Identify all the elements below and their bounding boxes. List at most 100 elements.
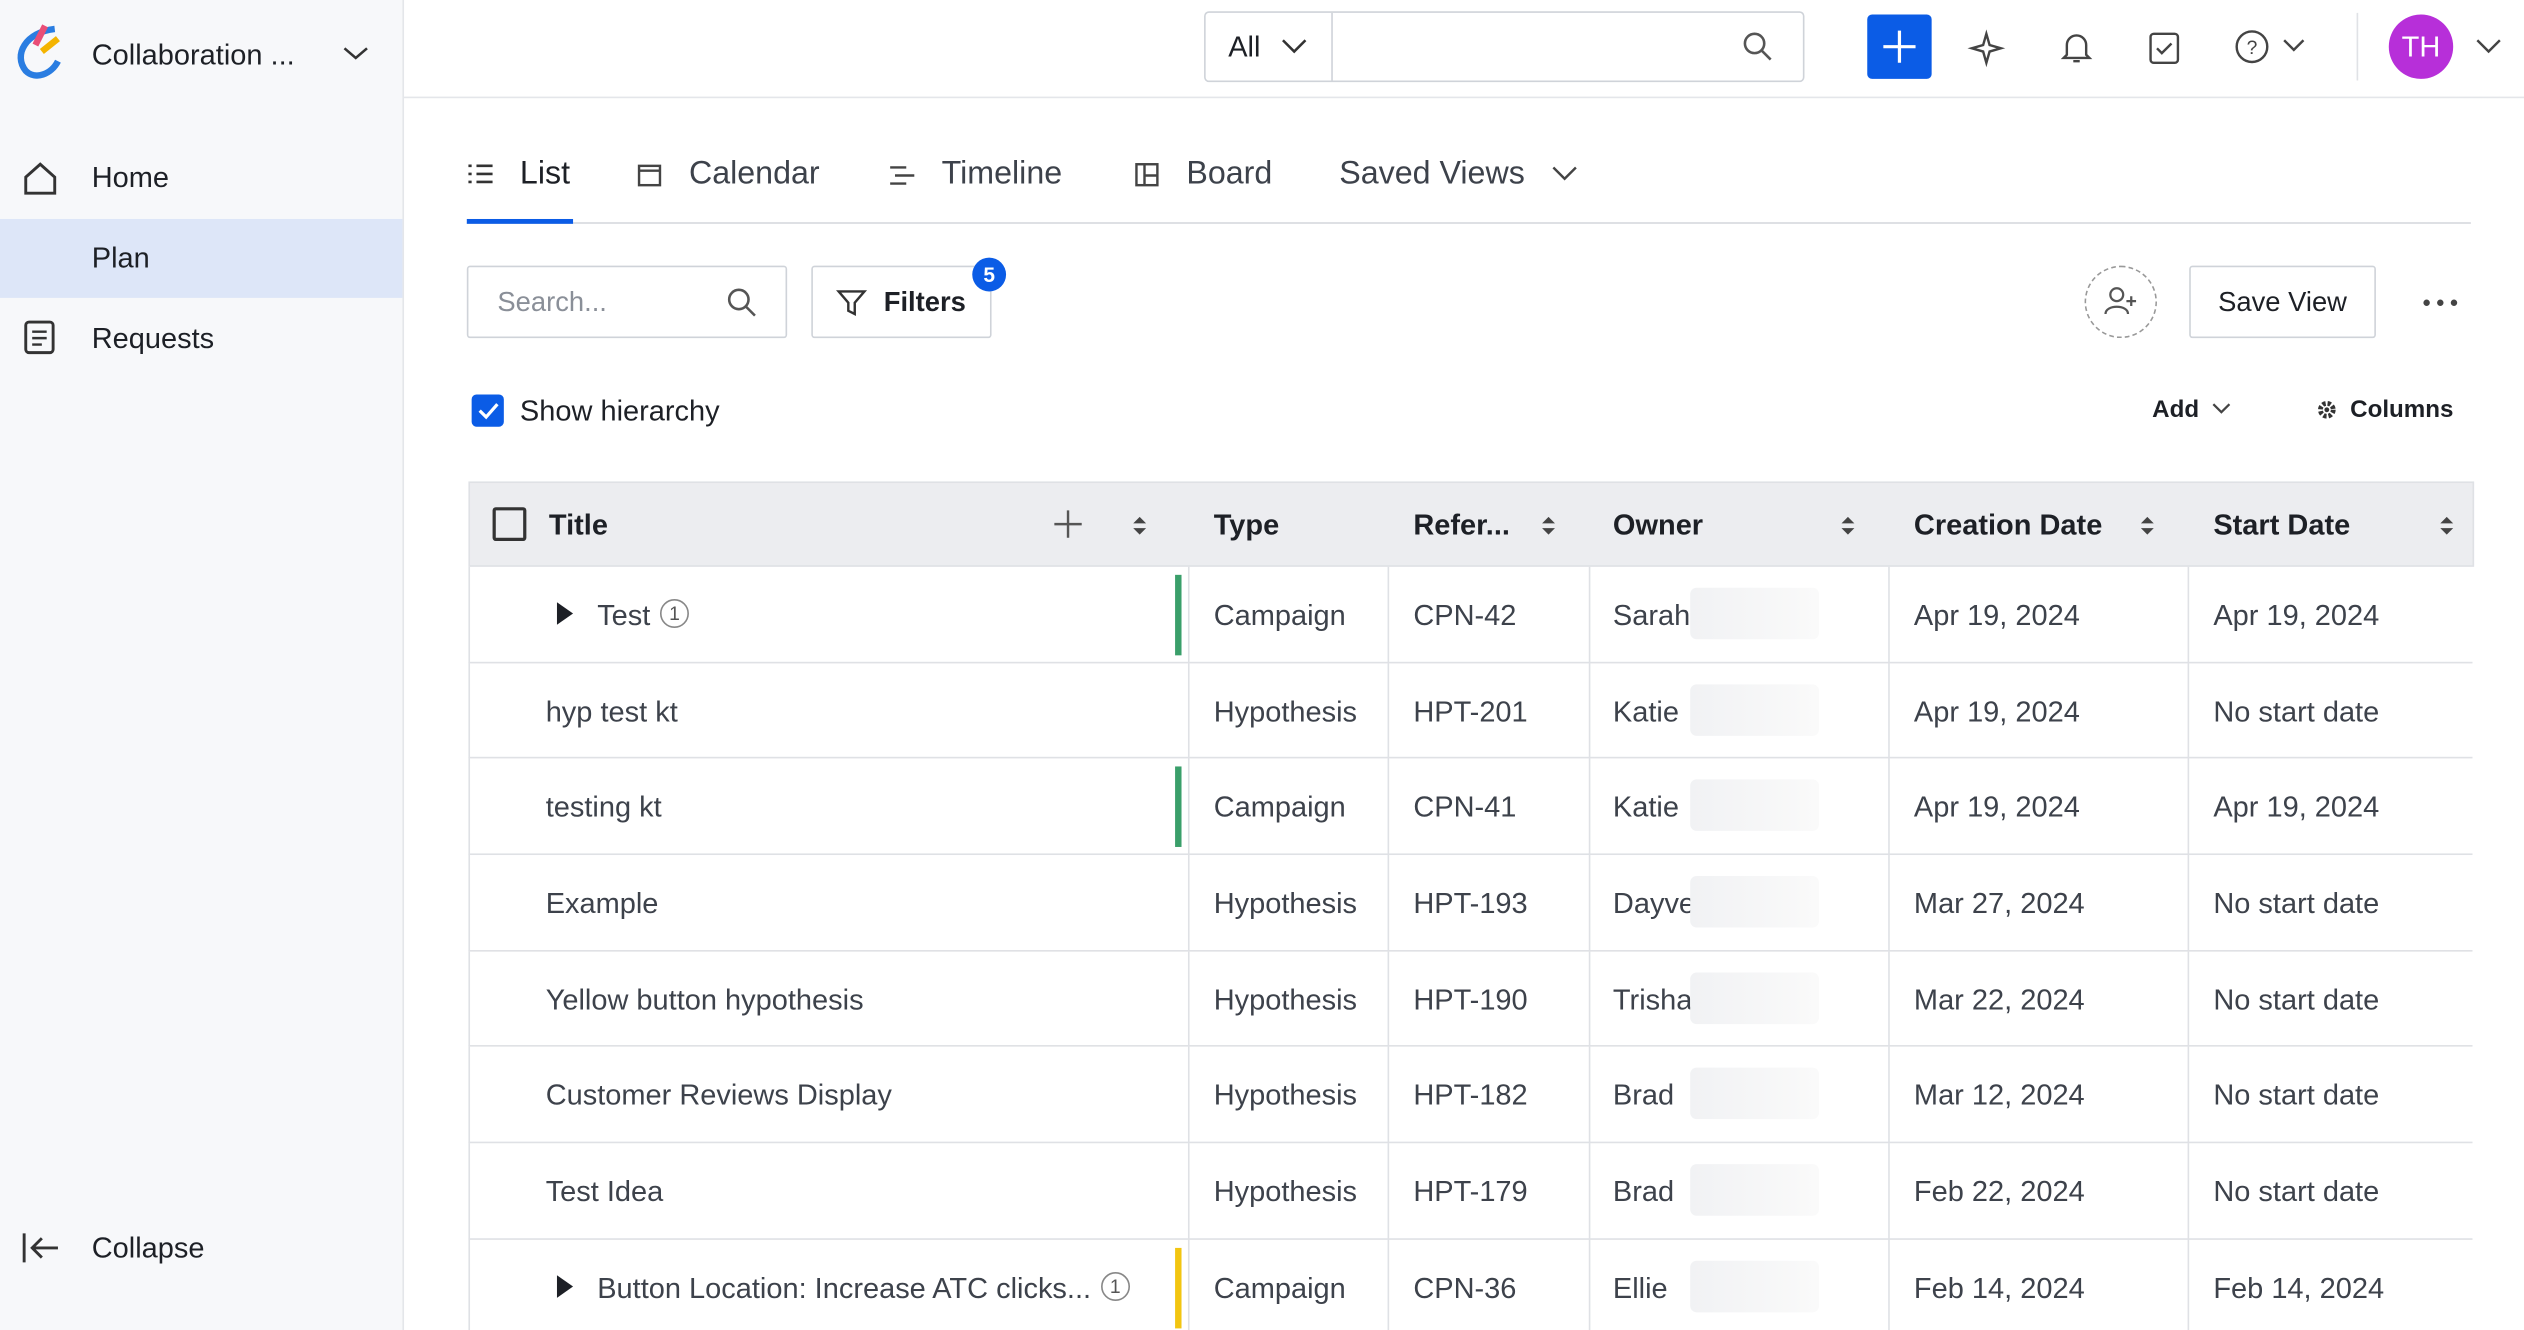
nav-item[interactable]: Home (91, 161, 170, 194)
cell-divider (1187, 663, 1190, 759)
help-icon[interactable]: ? (2234, 29, 2308, 64)
expand-caret[interactable] (556, 602, 574, 625)
nav-item[interactable]: Plan (91, 241, 150, 274)
header-checkbox[interactable] (492, 507, 527, 542)
cell-divider (1387, 1046, 1390, 1144)
cell-divider (2187, 1239, 2190, 1330)
columns-button[interactable]: Columns (2350, 396, 2454, 424)
table-row[interactable] (468, 1143, 2473, 1240)
hierarchy-checkbox[interactable] (471, 394, 504, 427)
row-title[interactable]: testing kt (545, 790, 662, 823)
more-icon[interactable] (2423, 298, 2458, 308)
cell-divider (1588, 1239, 1591, 1330)
sort-icon[interactable] (1133, 515, 1147, 536)
row-title[interactable]: Customer Reviews Display (545, 1078, 892, 1112)
add-chevron[interactable] (2212, 403, 2231, 416)
cell-divider (2187, 566, 2190, 664)
column-header[interactable]: Refer... (1413, 508, 1510, 542)
gear-icon (2317, 400, 2336, 419)
save-view-button[interactable] (2189, 265, 2376, 339)
row-title[interactable]: Example (545, 887, 659, 920)
expand-caret[interactable] (556, 1275, 574, 1298)
view-tab[interactable]: List (519, 156, 571, 192)
cell-owner: Sarah (1612, 598, 1691, 632)
tab-chevron[interactable] (1552, 166, 1578, 182)
cell-type: Hypothesis (1213, 1175, 1358, 1208)
avatar-initials: TH (2401, 30, 2441, 63)
view-tab[interactable]: Board (1186, 156, 1273, 192)
cell-type: Hypothesis (1213, 1078, 1358, 1112)
row-title[interactable]: Test (597, 598, 651, 632)
add-member-icon (2104, 287, 2137, 315)
nav-item[interactable]: Requests (91, 322, 215, 355)
column-header[interactable]: Creation Date (1913, 508, 2103, 542)
cell-divider (1387, 855, 1390, 952)
cell-owner: Brad (1612, 1078, 1675, 1112)
table-row[interactable] (468, 1046, 2473, 1144)
filter-count: 5 (983, 262, 995, 287)
cell-divider (1187, 855, 1190, 952)
row-title[interactable]: Yellow button hypothesis (545, 983, 864, 1017)
row-title[interactable]: Button Location: Increase ATC clicks... (597, 1272, 1092, 1305)
table-row[interactable] (468, 855, 2473, 952)
ai-icon[interactable] (1967, 29, 2007, 68)
owner-redaction (1690, 1067, 1819, 1120)
scope-select[interactable]: All (1228, 30, 1261, 63)
collapse-label[interactable]: Collapse (91, 1231, 205, 1265)
sort-icon[interactable] (2440, 515, 2454, 536)
table-row[interactable] (468, 1239, 2472, 1330)
cell-divider (1588, 566, 1591, 664)
column-header[interactable]: Title (548, 508, 608, 542)
global-search[interactable] (1204, 11, 1805, 83)
view-tab[interactable]: Saved Views (1339, 156, 1525, 192)
table-row[interactable] (468, 758, 2473, 856)
filters-button[interactable] (811, 265, 992, 339)
cell-divider (1187, 1239, 1190, 1330)
tab-icon (637, 164, 662, 187)
table-row[interactable] (468, 663, 2473, 759)
search-icon[interactable] (1743, 32, 1772, 61)
table-row[interactable] (468, 566, 2473, 664)
nav-active-bg (0, 218, 403, 298)
sort-icon[interactable] (1841, 515, 1855, 536)
row-title[interactable]: Test Idea (545, 1175, 664, 1208)
table-search[interactable] (466, 265, 788, 339)
row-title[interactable]: hyp test kt (545, 695, 678, 728)
add-column-icon[interactable] (1054, 510, 1082, 538)
bell-icon[interactable] (2060, 31, 2093, 66)
collapse-icon[interactable] (22, 1232, 62, 1264)
column-header[interactable]: Owner (1612, 508, 1704, 542)
scope-chevron[interactable] (1281, 39, 1307, 55)
logo (17, 24, 61, 79)
dropdown-icon[interactable] (341, 45, 370, 61)
add-dropdown[interactable]: Add (2152, 396, 2200, 424)
add-member-button[interactable] (2084, 265, 2157, 339)
column-header[interactable]: Type (1213, 508, 1280, 542)
view-tab[interactable]: Calendar (688, 156, 820, 192)
cell-divider (2187, 951, 2190, 1047)
table-row[interactable] (468, 951, 2473, 1047)
sort-icon[interactable] (1542, 515, 1555, 536)
cell-divider (1387, 951, 1390, 1047)
cell-owner: Katie (1612, 695, 1679, 728)
tasks-icon[interactable] (2149, 29, 2181, 65)
avatar[interactable] (2388, 14, 2454, 79)
cell-start: No start date (2213, 1175, 2380, 1208)
table-header (468, 481, 2475, 567)
show-hierarchy-label[interactable]: Show hierarchy (519, 394, 720, 427)
sort-icon[interactable] (2140, 515, 2154, 536)
search-placeholder: Search... (497, 286, 607, 318)
column-header[interactable]: Start Date (2213, 508, 2351, 542)
cell-owner: Trisha (1612, 983, 1693, 1017)
cell-divider (1588, 855, 1591, 952)
owner-redaction (1690, 779, 1819, 831)
cell-created: Feb 14, 2024 (1913, 1272, 2085, 1305)
cell-divider (1888, 951, 1890, 1047)
avatar-chevron[interactable] (2476, 39, 2502, 55)
view-tab[interactable]: Timeline (941, 156, 1063, 192)
workspace-name[interactable]: Collaboration ... (91, 38, 295, 71)
cell-divider (1888, 663, 1890, 759)
cell-divider (1888, 758, 1890, 856)
cell-ref: HPT-182 (1413, 1078, 1528, 1112)
